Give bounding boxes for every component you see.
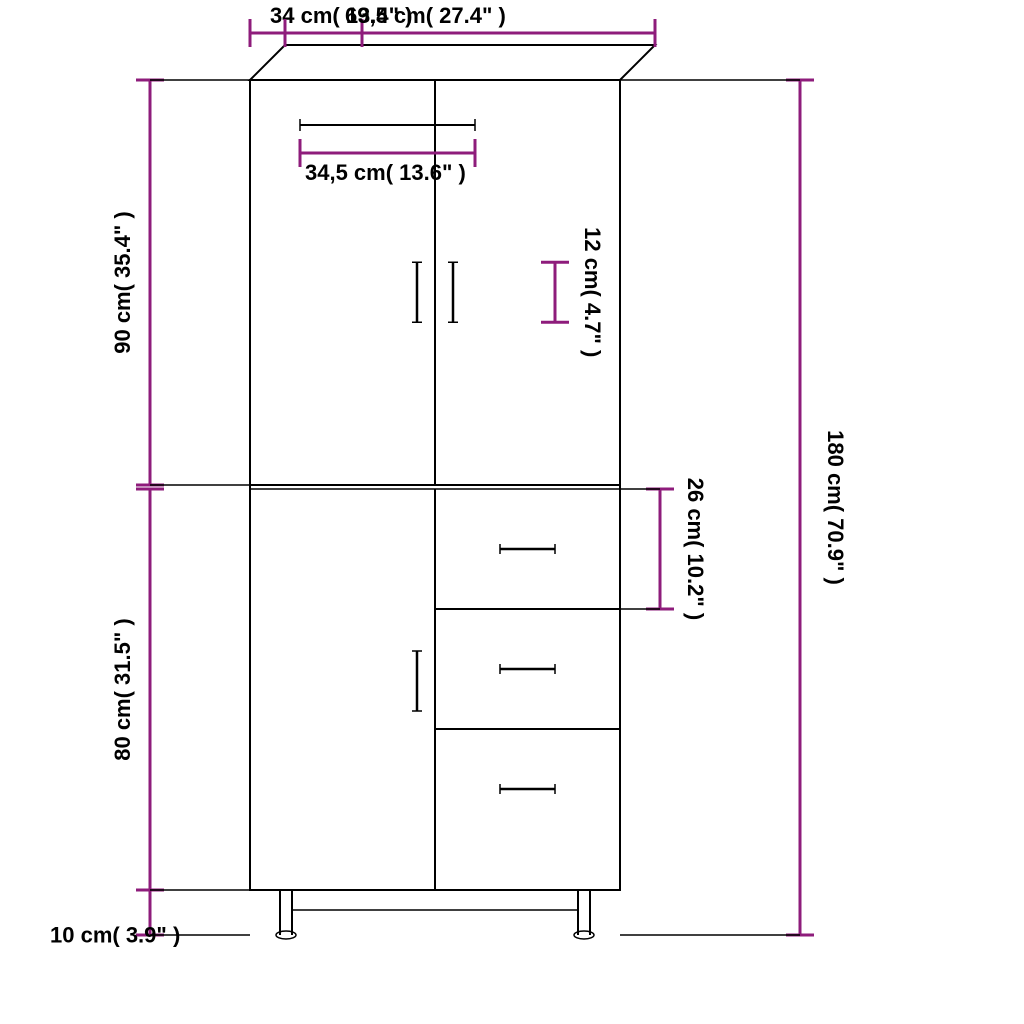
dim-inner-bar: 34,5 cm( 13.6" ) xyxy=(305,160,466,185)
cabinet-top xyxy=(250,45,655,80)
dim-drawer-h: 26 cm( 10.2" ) xyxy=(683,478,708,621)
dim-handle-h: 12 cm( 4.7" ) xyxy=(580,227,605,357)
dim-upper-h: 90 cm( 35.4" ) xyxy=(110,211,135,354)
dim-lower-h: 80 cm( 31.5" ) xyxy=(110,618,135,761)
dim-total-h: 180 cm( 70.9" ) xyxy=(823,430,848,585)
dim-width: 69,5 cm( 27.4" ) xyxy=(345,3,506,28)
